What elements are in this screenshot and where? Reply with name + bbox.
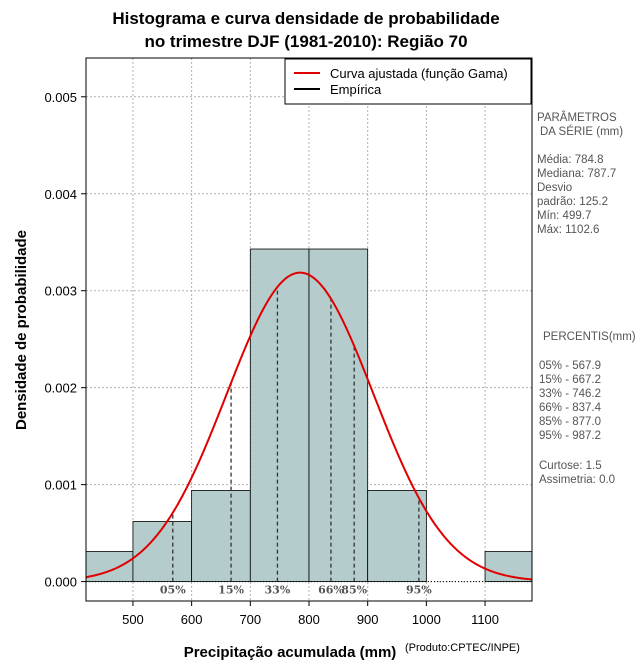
percentile-label-05%: 05%	[160, 584, 186, 597]
chart-title-line-1: Histograma e curva densidade de probabil…	[112, 9, 499, 28]
chart-title-line-2: no trimestre DJF (1981-2010): Região 70	[144, 32, 467, 51]
x-axis-label: Precipitação acumulada (mm)	[184, 644, 397, 660]
stat-curtose: Curtose: 1.5	[539, 460, 602, 472]
x-axis-ticks: 500 600 700 800 900 1000 1100	[122, 601, 499, 627]
y-tick-label: 0.005	[44, 90, 77, 105]
y-tick-label: 0.000	[44, 575, 77, 590]
parametros-title-2: DA SÉRIE (mm)	[540, 125, 623, 138]
y-axis-ticks: 0.000 0.001 0.002 0.003 0.004 0.005	[44, 90, 86, 590]
histogram-bars	[85, 248, 533, 583]
x-tick-label: 800	[298, 612, 320, 627]
param-mediana: Mediana: 787.7	[537, 168, 616, 180]
histogram-bar-5	[367, 490, 427, 583]
side-panel-parametros: PARÂMETROS DA SÉRIE (mm) Média: 784.8 Me…	[537, 111, 623, 236]
y-tick-label: 0.001	[44, 478, 77, 493]
legend-curve-label: Curva ajustada (função Gama)	[330, 66, 508, 81]
percentis-title: PERCENTIS(mm)	[543, 331, 636, 343]
percentile-label-95%: 95%	[406, 584, 432, 597]
legend: Curva ajustada (função Gama) Empírica	[284, 58, 532, 105]
histogram-bar-4	[308, 248, 369, 583]
percentil-95: 95% - 987.2	[539, 430, 601, 442]
credit-label: (Produto:CPTEC/INPE)	[405, 642, 520, 654]
histogram-bar-1	[132, 521, 193, 583]
x-tick-label: 700	[239, 612, 261, 627]
side-panel-percentis: PERCENTIS(mm) 05% - 567.9 15% - 667.2 33…	[539, 331, 636, 486]
y-tick-label: 0.003	[44, 284, 77, 299]
x-tick-label: 1000	[412, 612, 441, 627]
percentil-15: 15% - 667.2	[539, 374, 601, 386]
x-tick-label: 500	[122, 612, 144, 627]
percentil-85: 85% - 877.0	[539, 416, 601, 428]
plot-frame	[85, 57, 533, 602]
fitted-curve	[85, 271, 533, 581]
param-max: Máx: 1102.6	[537, 224, 599, 236]
percentil-05: 05% - 567.9	[539, 360, 601, 372]
x-tick-label: 900	[357, 612, 379, 627]
histogram-bar-0	[85, 551, 134, 583]
parametros-title-1: PARÂMETROS	[537, 111, 617, 124]
histogram-bar-3	[249, 248, 310, 583]
param-media: Média: 784.8	[537, 154, 604, 166]
percentile-labels: 05% 15% 33% 66%85% 95%	[160, 584, 432, 597]
percentile-lines	[172, 286, 420, 582]
y-axis-label: Densidade de probabilidade	[13, 230, 30, 430]
param-desvio: Desvio	[537, 182, 572, 194]
stat-assimetria: Assimetria: 0.0	[539, 474, 615, 486]
y-tick-label: 0.002	[44, 381, 77, 396]
histogram-bar-2	[191, 490, 251, 583]
percentile-label-33%: 33%	[265, 584, 291, 597]
legend-empirical-label: Empírica	[330, 82, 382, 97]
percentil-66: 66% - 837.4	[539, 402, 602, 414]
x-tick-label: 600	[181, 612, 203, 627]
percentil-33: 33% - 746.2	[539, 388, 601, 400]
percentile-label-66%: 66%	[318, 584, 344, 597]
legend-box	[284, 58, 532, 105]
y-tick-label: 0.004	[44, 187, 77, 202]
percentile-label-85%: 85%	[341, 584, 367, 597]
percentile-label-15%: 15%	[218, 584, 244, 597]
param-min: Mín: 499.7	[537, 210, 591, 222]
param-padrao: padrão: 125.2	[537, 196, 608, 208]
x-tick-label: 1100	[471, 612, 499, 627]
